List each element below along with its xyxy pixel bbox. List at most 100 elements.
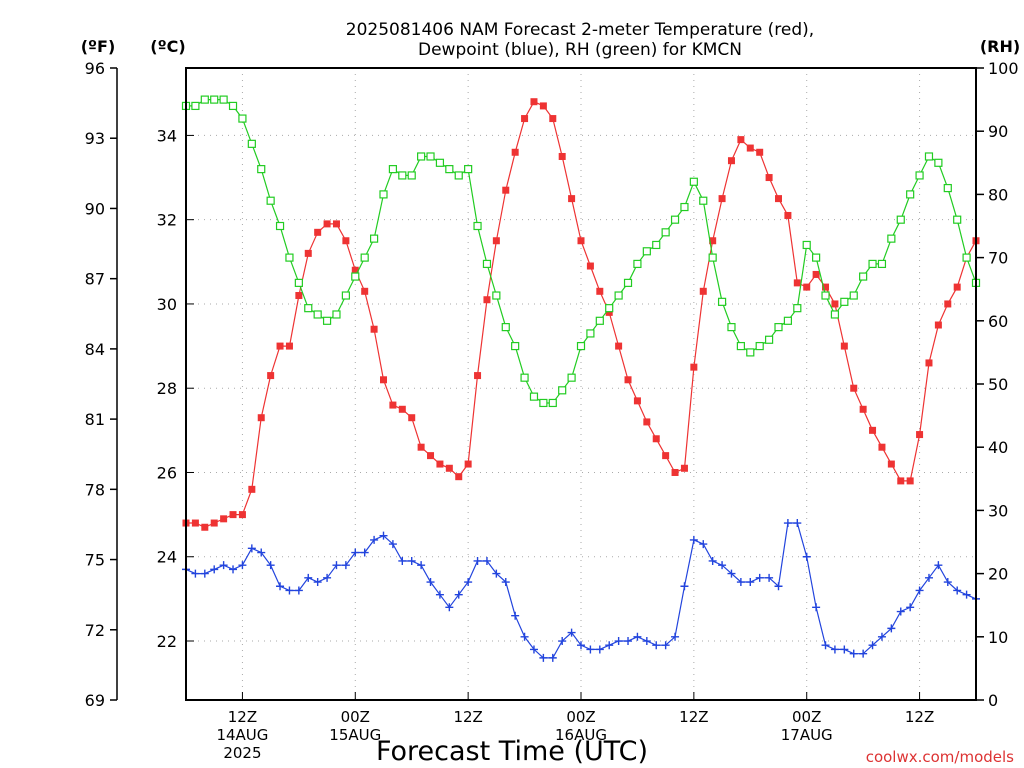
temperature-point <box>238 511 246 519</box>
temperature-point <box>521 115 529 123</box>
rh-point <box>520 373 529 382</box>
rh-point <box>755 341 764 351</box>
rh-point <box>238 114 247 123</box>
rh-point <box>821 291 830 300</box>
dewpoint-point <box>783 519 792 528</box>
temperature-point <box>483 296 491 304</box>
dewpoint-point <box>492 569 501 578</box>
dewpoint-point <box>435 590 444 599</box>
rh-point <box>953 215 962 224</box>
rh-point <box>501 323 510 332</box>
rh-tick-label: 90 <box>988 122 1008 141</box>
rh-point <box>567 373 576 382</box>
dewpoint-point <box>577 641 585 650</box>
watermark-label: coolwx.com/models <box>866 748 1014 766</box>
rh-point <box>689 177 698 186</box>
rh-point <box>595 316 604 325</box>
rh-point <box>247 139 256 148</box>
temperature-point <box>248 485 256 493</box>
temperature-point <box>859 405 867 413</box>
fahrenheit-tick-label: 78 <box>85 480 105 499</box>
dewpoint-point <box>558 637 567 646</box>
dewpoint-point <box>586 645 595 654</box>
temperature-point <box>887 460 895 468</box>
rh-point <box>492 291 501 300</box>
rh-point <box>802 240 811 250</box>
temperature-point <box>775 195 782 203</box>
rh-point <box>943 183 952 193</box>
dewpoint-point <box>501 578 510 587</box>
dewpoint-point <box>868 641 877 650</box>
rh-point <box>962 253 971 262</box>
rh-point <box>868 259 877 269</box>
rh-point <box>859 272 868 281</box>
temperature-point <box>840 342 848 350</box>
temperature-point <box>803 283 811 291</box>
dewpoint-point <box>219 561 228 570</box>
temperature-point <box>568 195 576 203</box>
temperature-point <box>511 148 519 156</box>
celsius-unit-label: (ºC) <box>150 37 185 56</box>
rh-tick-label: 10 <box>988 628 1008 647</box>
x-tick-label: 14AUG <box>216 726 268 744</box>
dewpoint-point <box>642 637 651 646</box>
temperature-point <box>831 300 839 308</box>
rh-point <box>849 291 858 300</box>
chart-title-line1: 2025081406 NAM Forecast 2-meter Temperat… <box>346 20 814 40</box>
temperature-point <box>389 401 397 409</box>
dewpoint-point <box>304 573 313 582</box>
fahrenheit-tick-label: 90 <box>85 199 105 218</box>
temperature-point <box>727 157 735 165</box>
temperature-point <box>342 237 350 245</box>
dewpoint-point <box>445 603 454 612</box>
temperature-point <box>558 152 566 160</box>
rh-point <box>680 202 689 212</box>
rh-tick-label: 80 <box>988 185 1008 204</box>
rh-point <box>736 341 745 351</box>
temperature-point <box>709 237 717 245</box>
dewpoint-point <box>830 645 839 654</box>
x-tick-label: 12Z <box>679 708 708 726</box>
dewpoint-point <box>388 540 397 549</box>
rh-tick-label: 70 <box>988 249 1008 268</box>
rh-point <box>398 171 407 180</box>
rh-point <box>294 278 303 287</box>
dewpoint-point <box>520 632 529 641</box>
dewpoint-point <box>689 535 698 544</box>
dewpoint-point <box>746 578 755 587</box>
dewpoint-point <box>276 582 285 591</box>
temperature-point <box>596 287 604 295</box>
x-tick-label: 12Z <box>905 708 934 726</box>
temperature-point <box>756 148 764 156</box>
temperature-point <box>690 363 698 371</box>
temperature-point <box>304 249 312 257</box>
rh-point <box>708 253 717 262</box>
temperature-point <box>906 477 914 485</box>
dewpoint-point <box>238 561 247 570</box>
rh-tick-label: 0 <box>988 691 998 710</box>
temperature-point <box>878 443 886 451</box>
dewpoint-point <box>896 607 905 616</box>
dewpoint-point <box>529 645 538 654</box>
dewpoint-point <box>548 653 557 662</box>
dewpoint-point <box>774 582 783 591</box>
dewpoint-point <box>718 561 727 570</box>
rh-point <box>633 259 642 269</box>
temperature-point <box>869 426 877 434</box>
rh-point <box>812 253 821 262</box>
rh-tick-label: 30 <box>988 501 1008 520</box>
fahrenheit-tick-label: 75 <box>85 551 105 570</box>
fahrenheit-unit-label: (ºF) <box>81 37 116 56</box>
rh-point <box>717 297 727 306</box>
dewpoint-point <box>332 561 341 570</box>
temperature-point <box>464 460 472 468</box>
dewpoint-point <box>229 565 238 574</box>
dewpoint-point <box>962 590 971 599</box>
dewpoint-point <box>379 531 388 540</box>
temperature-point <box>765 174 773 182</box>
celsius-tick-label: 24 <box>157 548 177 567</box>
celsius-tick-label: 28 <box>157 379 177 398</box>
dewpoint-point <box>407 556 416 565</box>
